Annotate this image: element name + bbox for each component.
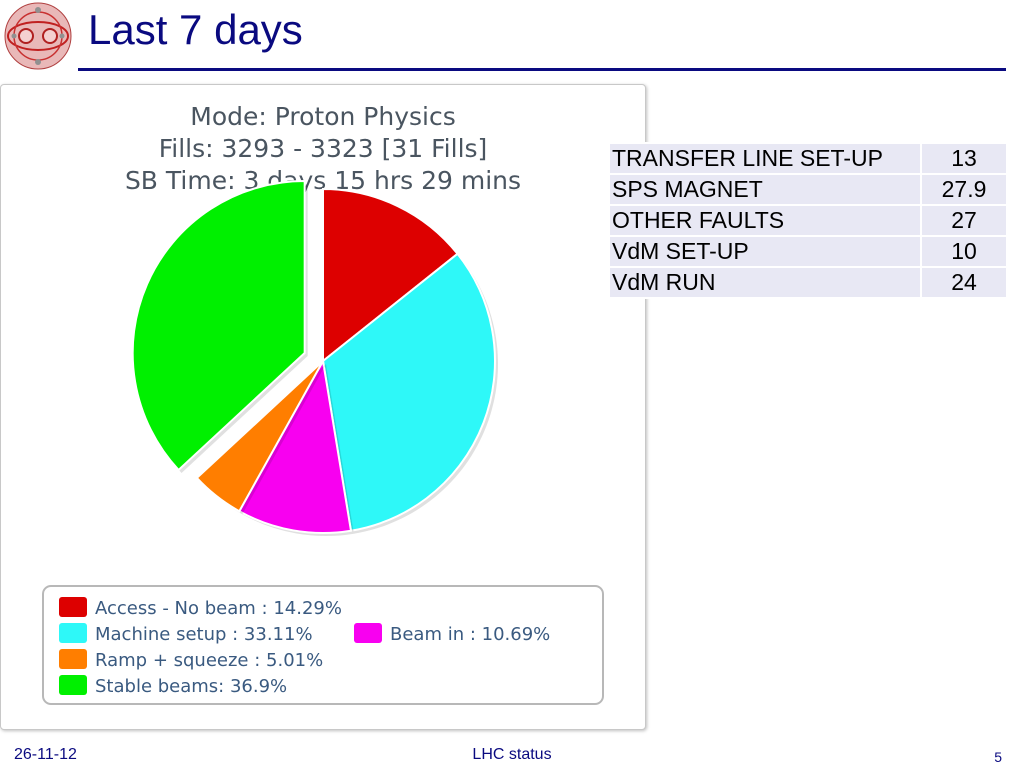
chart-title-line-2: Fills: 3293 - 3323 [31 Fills]: [159, 134, 488, 163]
fault-label: SPS MAGNET: [608, 173, 922, 206]
legend-box: [42, 585, 604, 705]
legend-label: Machine setup : 33.11%: [95, 624, 313, 645]
legend-swatch: [59, 597, 87, 617]
legend-swatch: [59, 649, 87, 669]
table-row: TRANSFER LINE SET-UP 13: [608, 142, 1008, 175]
fault-label: OTHER FAULTS: [608, 204, 922, 237]
fault-label: VdM RUN: [608, 266, 922, 299]
pie-chart: Mode: Proton Physics Fills: 3293 - 3323 …: [42, 102, 604, 705]
fault-value: 27: [920, 204, 1008, 237]
table-row: VdM RUN 24: [608, 266, 1008, 299]
footer-date: 26-11-12: [14, 746, 77, 763]
slide-title: Last 7 days: [88, 6, 303, 53]
footer-title: LHC status: [472, 746, 552, 763]
fault-summary-table: TRANSFER LINE SET-UP 13 SPS MAGNET 27.9 …: [608, 142, 1008, 299]
pie-slice-machine-setup: [321, 252, 496, 532]
legend-swatch: [59, 623, 87, 643]
pie-slice-access-no-beam: [322, 187, 459, 364]
table-row: VdM SET-UP 10: [608, 235, 1008, 268]
fault-value: 13: [920, 142, 1008, 175]
chart-title-line-1: Mode: Proton Physics: [190, 102, 456, 131]
fault-value: 27.9: [920, 173, 1008, 206]
pie-chart-panel: Mode: Proton Physics Fills: 3293 - 3323 …: [0, 84, 646, 730]
table-row: SPS MAGNET 27.9: [608, 173, 1008, 206]
legend-label: Ramp + squeeze : 5.01%: [95, 650, 323, 671]
legend: Access - No beam : 14.29% Machine setup :…: [59, 597, 550, 697]
legend-label: Stable beams: 36.9%: [95, 676, 287, 697]
legend-swatch: [59, 675, 87, 695]
lhc-logo-icon: [4, 2, 72, 70]
fault-label: TRANSFER LINE SET-UP: [608, 142, 922, 175]
fault-value: 10: [920, 235, 1008, 268]
pie-slice-ramp-squeeze: [195, 360, 324, 513]
legend-label: Beam in : 10.69%: [390, 624, 550, 645]
legend-swatch: [354, 623, 382, 643]
title-divider: [78, 68, 1006, 71]
fault-value: 24: [920, 266, 1008, 299]
pie-slice-beam-in: [237, 358, 353, 534]
fault-label: VdM SET-UP: [608, 235, 922, 268]
pie-slices: [131, 179, 499, 536]
table-row: OTHER FAULTS 27: [608, 204, 1008, 237]
legend-label: Access - No beam : 14.29%: [95, 598, 342, 619]
page-number: 5: [994, 749, 1002, 765]
pie-slice-stable-beams: [131, 179, 306, 472]
